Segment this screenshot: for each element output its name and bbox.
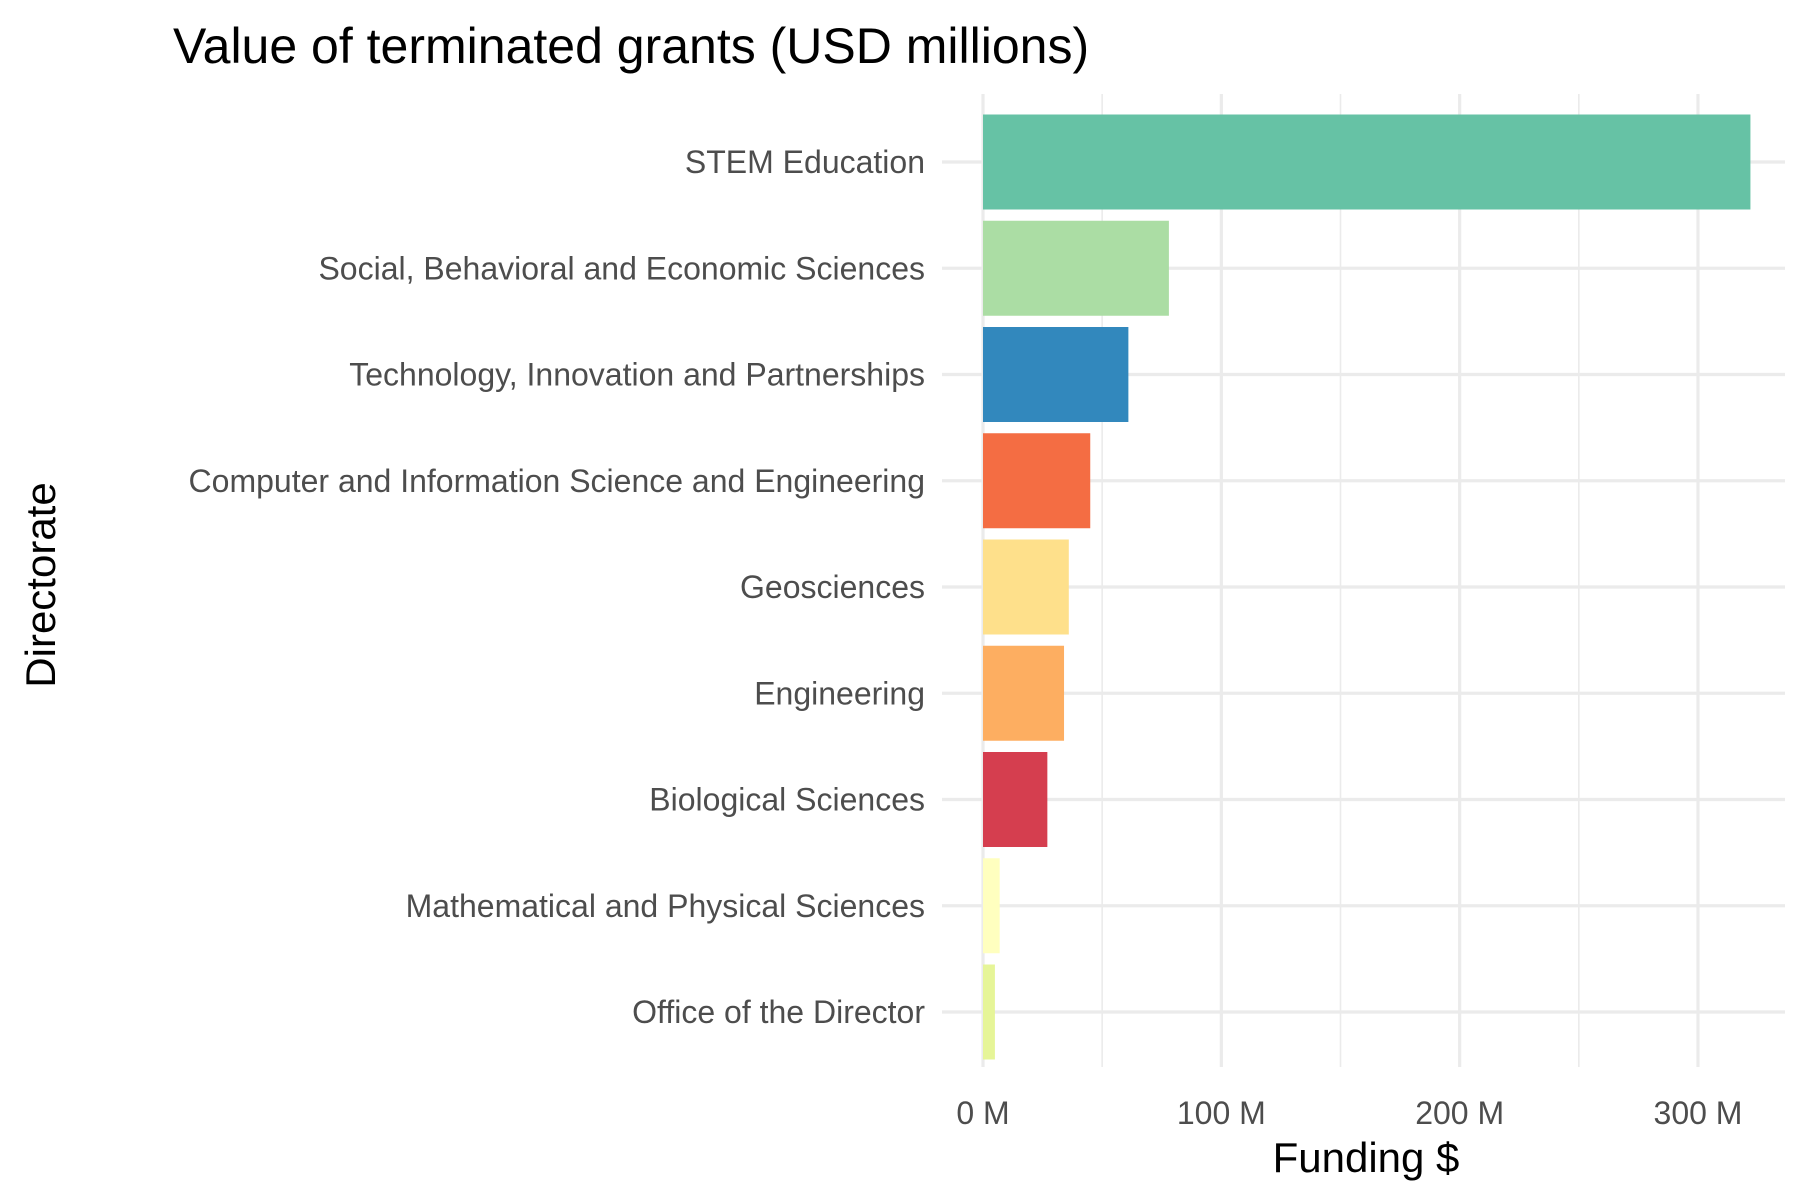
bar [983,964,995,1060]
y-tick-label: Biological Sciences [649,782,925,818]
bar [983,433,1091,529]
chart-title: Value of terminated grants (USD millions… [173,18,1089,74]
y-axis-title: Directorate [17,482,64,687]
x-axis-title: Funding $ [1273,1134,1460,1181]
y-tick-label: Technology, Innovation and Partnerships [349,357,925,393]
y-axis-tick-labels: STEM Education Social, Behavioral and Eco… [189,144,926,1030]
x-tick-label: 0 M [956,1095,1009,1131]
y-tick-label: Engineering [754,675,925,711]
bar [983,539,1069,635]
x-tick-label: 200 M [1415,1095,1504,1131]
y-tick-label: STEM Education [685,144,925,180]
bar [983,645,1065,741]
y-tick-label: Office of the Director [632,994,925,1030]
bar [983,752,1048,847]
bar [983,114,1751,210]
bar [983,220,1169,316]
x-axis-tick-labels: 0 M 100 M 200 M 300 M [956,1095,1742,1131]
y-tick-label: Social, Behavioral and Economic Sciences [318,250,925,286]
bars [983,114,1751,1060]
y-tick-label: Geosciences [740,569,925,605]
x-tick-label: 300 M [1654,1095,1743,1131]
x-tick-label: 100 M [1177,1095,1266,1131]
bar [983,327,1129,422]
y-tick-label: Computer and Information Science and Eng… [189,463,925,499]
y-tick-label: Mathematical and Physical Sciences [406,888,925,924]
bar [983,858,1000,954]
